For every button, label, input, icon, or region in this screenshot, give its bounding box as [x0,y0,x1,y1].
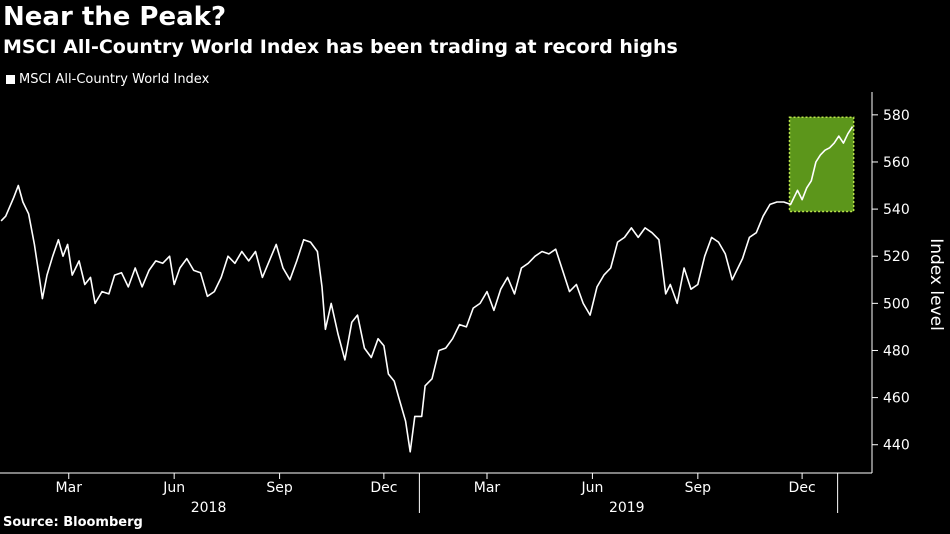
source-note: Source: Bloomberg [3,515,143,530]
x-tick-label: Jun [580,480,603,496]
x-tick-label: Mar [56,480,83,496]
year-label: 2019 [609,500,645,516]
y-axis-title: Index level [926,238,946,331]
y-tick-label: 520 [883,249,910,265]
series-line [0,126,854,453]
year-label: 2018 [191,500,227,516]
highlight-box [788,116,855,213]
chart-title: Near the Peak? [3,2,227,32]
y-tick-label: 560 [883,155,910,171]
y-tick-label: 480 [883,343,910,359]
chart-legend: MSCI All-Country World Index [6,72,209,87]
y-tick-label: 500 [883,296,910,312]
x-tick-label: Dec [789,480,816,496]
x-tick-label: Dec [370,480,397,496]
y-tick-label: 540 [883,202,910,218]
x-tick-label: Sep [685,480,712,496]
legend-swatch [6,75,15,84]
x-tick-label: Jun [162,480,185,496]
y-tick-label: 460 [883,391,910,407]
y-tick-label: 440 [883,438,910,454]
legend-label: MSCI All-Country World Index [19,72,210,87]
x-tick-label: Sep [266,480,293,496]
y-tick-label: 580 [883,108,910,124]
x-tick-label: Mar [474,480,501,496]
chart-subtitle: MSCI All-Country World Index has been tr… [3,36,678,58]
